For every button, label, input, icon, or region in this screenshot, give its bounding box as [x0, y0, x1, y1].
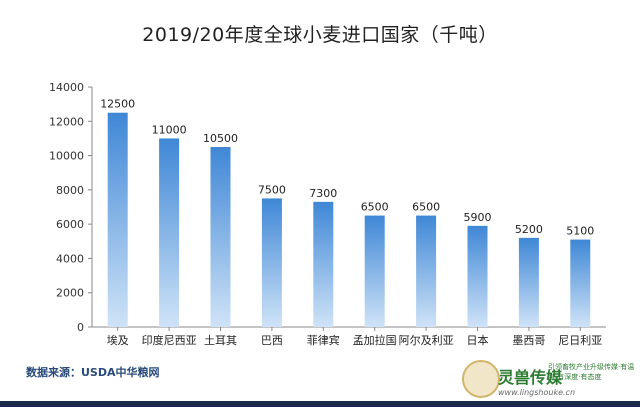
data-label: 5200: [515, 223, 543, 236]
chart-title: 2019/20年度全球小麦进口国家（千吨）: [142, 24, 498, 46]
bar: [159, 138, 180, 327]
x-tick-label: 埃及: [107, 333, 129, 347]
brand-name: 灵兽传媒: [498, 368, 563, 387]
y-tick-label: 0: [77, 321, 84, 334]
y-tick-label: 2000: [56, 287, 84, 300]
data-label: 7500: [258, 183, 286, 196]
x-tick-label: 巴西: [261, 334, 283, 347]
y-tick-label: 10000: [49, 150, 84, 163]
data-label: 5100: [566, 225, 594, 238]
bar: [518, 237, 539, 327]
bar: [467, 225, 488, 327]
data-label: 12500: [100, 98, 135, 111]
bar: [210, 147, 231, 327]
data-label: 10500: [203, 132, 238, 145]
x-tick-label: 菲律宾: [307, 333, 340, 347]
y-tick-label: 6000: [56, 218, 84, 231]
brand-url: www.lingshouke.cn: [498, 388, 576, 397]
bar: [416, 215, 437, 327]
x-tick-label: 墨西哥: [512, 334, 545, 347]
bar: [261, 198, 282, 327]
x-tick-label: 阿尔及利亚: [399, 334, 454, 347]
x-tick-label: 孟加拉国: [353, 333, 397, 347]
bottom-bar: [0, 401, 640, 407]
data-label: 6500: [412, 201, 440, 214]
y-tick-label: 14000: [49, 81, 84, 94]
bar: [570, 239, 591, 327]
data-label: 7300: [309, 187, 337, 200]
data-label: 11000: [152, 123, 187, 136]
x-tick-label: 印度尼西亚: [142, 333, 197, 347]
x-tick-label: 尼日利亚: [558, 334, 602, 347]
bar: [313, 201, 334, 327]
bar: [364, 215, 385, 327]
y-tick-label: 4000: [56, 252, 84, 265]
brand-logo-icon: [462, 360, 500, 398]
data-label: 5900: [464, 211, 492, 224]
brand-block: 灵兽传媒 引领畜牧产业升级传媒·有温度·有深度·有态度 www.lingshou…: [456, 356, 640, 407]
x-tick-label: 土耳其: [204, 334, 237, 347]
data-label: 6500: [361, 201, 389, 214]
brand-tagline: 引领畜牧产业升级传媒·有温度·有深度·有态度: [548, 363, 635, 381]
y-tick-label: 12000: [49, 115, 84, 128]
y-tick-label: 8000: [56, 184, 84, 197]
bar: [107, 112, 128, 327]
x-tick-label: 日本: [467, 333, 489, 347]
data-source: 数据来源：USDA中华粮网: [26, 366, 160, 379]
